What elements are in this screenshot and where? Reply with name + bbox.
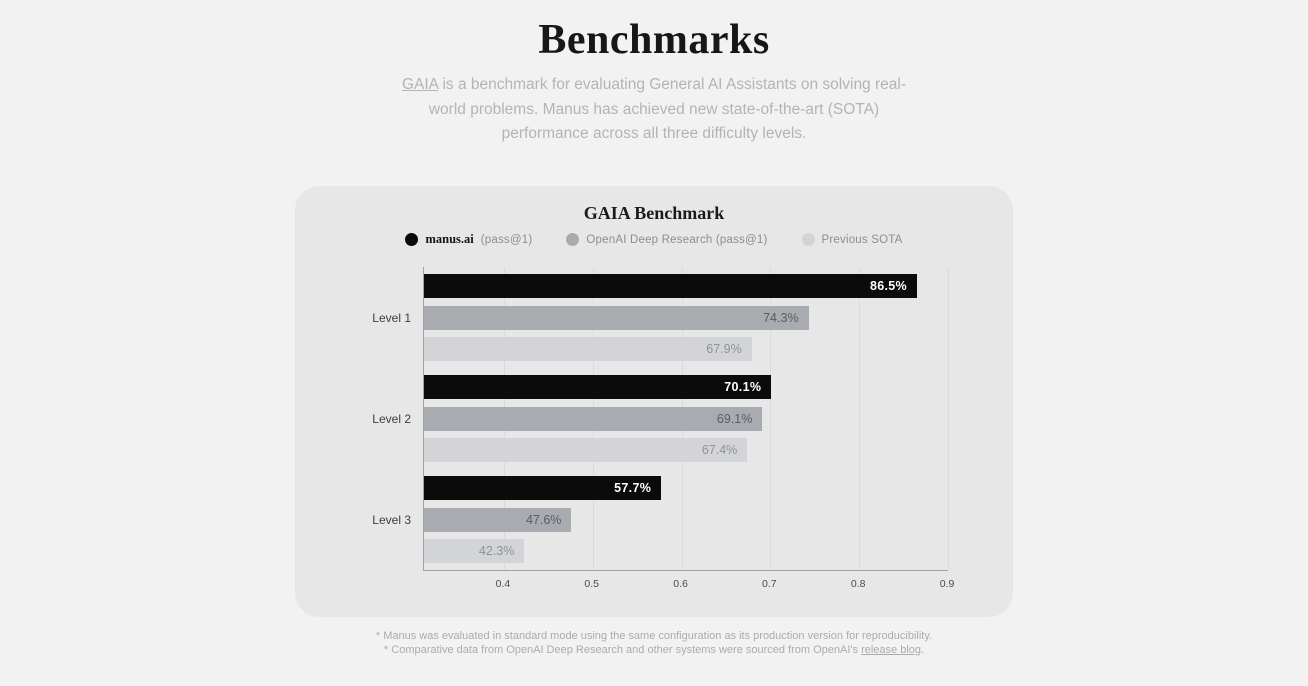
bar-s2-c3: 47.6% xyxy=(424,507,572,532)
x-tick-label: 0.8 xyxy=(850,578,866,590)
bar-s1-c1: 86.5% xyxy=(424,274,917,298)
legend-label: OpenAI Deep Research (pass@1) xyxy=(586,233,768,246)
category-label: Level 1 xyxy=(372,310,411,325)
subtitle-text: is a benchmark for evaluating General AI… xyxy=(428,76,906,142)
bar-s1-c2: 70.1% xyxy=(424,375,772,399)
bar-s2-c2: 69.1% xyxy=(424,406,763,431)
gaia-link[interactable]: GAIA xyxy=(401,76,439,93)
footnote-2: * Comparative data from OpenAI Deep Rese… xyxy=(0,643,1308,657)
category-label: Level 3 xyxy=(372,512,411,527)
bar-value-label: 74.3% xyxy=(763,310,799,325)
bar-s1-c3: 57.7% xyxy=(424,476,662,500)
x-tick-label: 0.4 xyxy=(495,578,511,590)
gridline xyxy=(770,267,772,570)
bar-value-label: 67.4% xyxy=(701,443,738,457)
bar-s3-c1: 67.9% xyxy=(424,337,752,361)
bar-s3-c3: 42.3% xyxy=(424,539,525,563)
legend-label: Previous SOTA xyxy=(821,233,903,246)
chart-legend: manus.ai (pass@1) OpenAI Deep Research (pa… xyxy=(295,232,1013,247)
footnote-1: * Manus was evaluated in standard mode u… xyxy=(375,630,933,642)
bar-value-label: 57.7% xyxy=(614,481,652,495)
legend-label: (pass@1) xyxy=(480,233,533,246)
bar-value-label: 70.1% xyxy=(724,380,762,394)
category-label: Level 2 xyxy=(372,411,411,426)
bar-value-label: 67.9% xyxy=(706,342,742,356)
bar-s3-c2: 67.4% xyxy=(424,438,748,462)
bar-value-label: 42.3% xyxy=(478,544,515,558)
legend-label-brand: manus.ai xyxy=(425,232,474,246)
legend-dot-icon xyxy=(566,233,580,246)
legend-item-3: Previous SOTA xyxy=(801,233,903,246)
bar-value-label: 86.5% xyxy=(869,279,907,293)
plot-area: Level 1 86.5% 74.3% 67.9% Level 2 70.1% 69.1% 6… xyxy=(372,267,949,571)
gridline xyxy=(859,267,861,570)
legend-item-1: manus.ai (pass@1) xyxy=(405,232,532,247)
legend-dot-icon xyxy=(405,233,419,246)
bar-s2-c1: 74.3% xyxy=(424,305,809,330)
footnote-2-text: * Comparative data from OpenAI Deep Rese… xyxy=(383,644,862,656)
x-axis-ticks: 0.4 0.5 0.6 0.7 0.8 0.9 xyxy=(423,578,955,592)
x-tick-label: 0.6 xyxy=(673,578,688,590)
x-tick-label: 0.7 xyxy=(762,578,777,590)
x-tick-label: 0.9 xyxy=(939,578,955,590)
legend-dot-icon xyxy=(801,233,815,246)
chart-title: GAIA Benchmark xyxy=(583,203,725,223)
page-title: Benchmarks xyxy=(538,17,770,63)
gridline xyxy=(948,267,949,570)
page-subtitle: GAIA is a benchmark for evaluating Gener… xyxy=(392,73,916,147)
legend-item-2: OpenAI Deep Research (pass@1) xyxy=(566,233,767,246)
x-tick-label: 0.5 xyxy=(584,578,600,590)
release-blog-link[interactable]: release blog xyxy=(861,644,922,656)
bar-value-label: 47.6% xyxy=(525,512,562,527)
footnote-2-period: . xyxy=(921,644,925,656)
bar-value-label: 69.1% xyxy=(716,411,753,426)
benchmark-card: GAIA Benchmark manus.ai (pass@1) OpenAI De… xyxy=(295,186,1013,617)
